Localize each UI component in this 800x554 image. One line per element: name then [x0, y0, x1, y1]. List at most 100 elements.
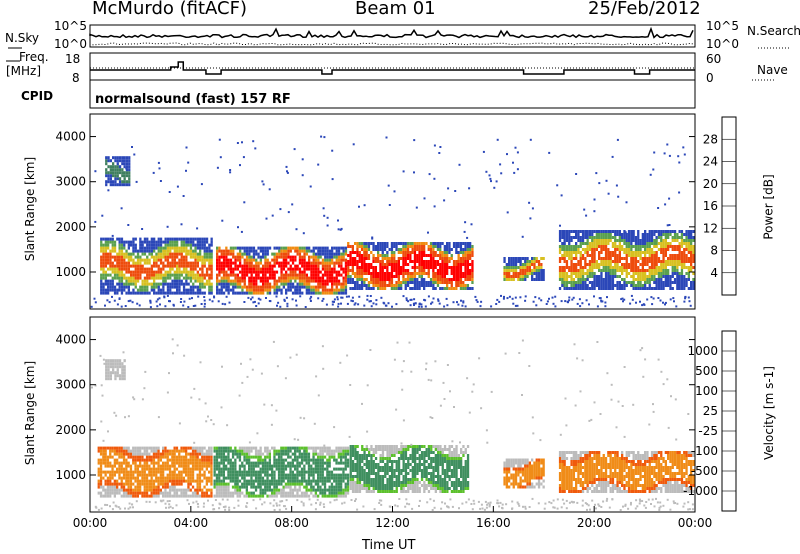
echo-cell: [577, 236, 580, 239]
noise-cell: [279, 305, 282, 308]
echo-cell: [317, 261, 320, 265]
echo-cell: [143, 279, 147, 283]
noise-cell: [402, 295, 405, 298]
echo-cell: [169, 252, 172, 256]
echo-cell: [586, 233, 589, 236]
echo-cell: [169, 264, 172, 268]
echo-cell: [588, 242, 592, 245]
echo-cell: [104, 291, 107, 295]
echo-cell: [471, 275, 474, 278]
echo-cell: [462, 254, 465, 257]
echo-cell: [644, 272, 647, 275]
echo-cell: [201, 491, 204, 495]
echo-cell: [409, 257, 412, 260]
echo-cell: [123, 371, 126, 375]
echo-cell: [173, 282, 176, 286]
echo-cell: [390, 269, 394, 272]
echo-cell: [248, 467, 251, 471]
noise-cell: [309, 300, 312, 302]
echo-cell: [225, 246, 228, 250]
echo-cell: [145, 485, 149, 489]
echo-cell: [275, 494, 278, 498]
echo-cell: [210, 458, 213, 462]
echo-cell: [305, 291, 308, 295]
echo-cell: [123, 180, 126, 184]
echo-cell: [210, 255, 213, 259]
noise-cell: [180, 298, 183, 300]
echo-cell: [630, 281, 633, 284]
noise-cell: [368, 300, 371, 303]
echo-cell: [116, 371, 119, 375]
echo-cell: [664, 251, 667, 254]
echo-cell: [116, 461, 119, 465]
echo-cell: [107, 258, 110, 262]
echo-cell: [423, 260, 426, 263]
echo-cell: [420, 254, 423, 257]
echo-cell: [360, 260, 364, 263]
echo-cell: [469, 254, 472, 257]
echo-cell: [182, 449, 185, 453]
echo-cell: [152, 446, 156, 450]
echo-cell: [162, 288, 165, 292]
echo-cell: [241, 476, 244, 480]
echo-cell: [97, 467, 100, 471]
echo-cell: [222, 249, 226, 253]
echo-cell: [436, 272, 440, 275]
echo-cell: [273, 252, 276, 256]
echo-cell: [205, 270, 209, 274]
echo-cell: [630, 248, 633, 251]
echo-cell: [132, 494, 135, 498]
echo-cell: [664, 260, 667, 263]
echo-cell: [136, 288, 140, 292]
echo-cell: [173, 467, 176, 471]
echo-cell: [157, 249, 160, 253]
echo-cell: [166, 288, 170, 292]
echo-cell: [218, 258, 221, 262]
echo-cell: [690, 287, 693, 290]
echo-cell: [676, 266, 679, 269]
echo-cell: [166, 276, 170, 280]
echo-cell: [420, 278, 423, 281]
echo-cell: [505, 275, 508, 278]
echo-cell: [178, 285, 181, 289]
echo-cell: [106, 458, 110, 462]
echo-cell: [220, 285, 223, 289]
echo-cell: [505, 272, 508, 275]
echo-cell: [146, 243, 149, 247]
noise-cell: [159, 303, 161, 306]
echo-cell: [680, 269, 684, 272]
echo-cell: [203, 458, 206, 462]
echo-cell: [210, 467, 213, 471]
echo-cell: [198, 479, 202, 483]
echo-cell: [111, 282, 114, 286]
echo-cell: [139, 479, 142, 483]
echo-cell: [205, 455, 208, 459]
echo-cell: [471, 260, 474, 263]
echo-cell: [218, 282, 221, 286]
echo-cell: [287, 249, 290, 253]
echo-cell: [139, 267, 142, 271]
echo-cell: [243, 467, 246, 471]
echo-cell: [136, 485, 139, 489]
echo-cell: [107, 165, 110, 169]
noise-cell: [578, 298, 581, 301]
echo-cell: [127, 246, 130, 250]
echo-cell: [273, 485, 276, 489]
echo-cell: [308, 258, 311, 262]
echo-cell: [429, 284, 433, 287]
echo-cell: [266, 446, 269, 450]
echo-cell: [683, 275, 686, 278]
echo-cell: [570, 230, 573, 233]
echo-cell: [425, 266, 428, 269]
echo-cell: [169, 243, 172, 247]
echo-cell: [342, 258, 345, 262]
echo-cell: [185, 267, 188, 271]
echo-cell: [155, 446, 158, 450]
echo-cell: [105, 374, 108, 378]
echo-cell: [218, 291, 221, 295]
echo-cell: [455, 251, 458, 254]
echo-cell: [173, 491, 176, 495]
echo-cell: [581, 272, 585, 275]
echo-cell: [254, 464, 258, 468]
echo-cell: [342, 270, 345, 274]
